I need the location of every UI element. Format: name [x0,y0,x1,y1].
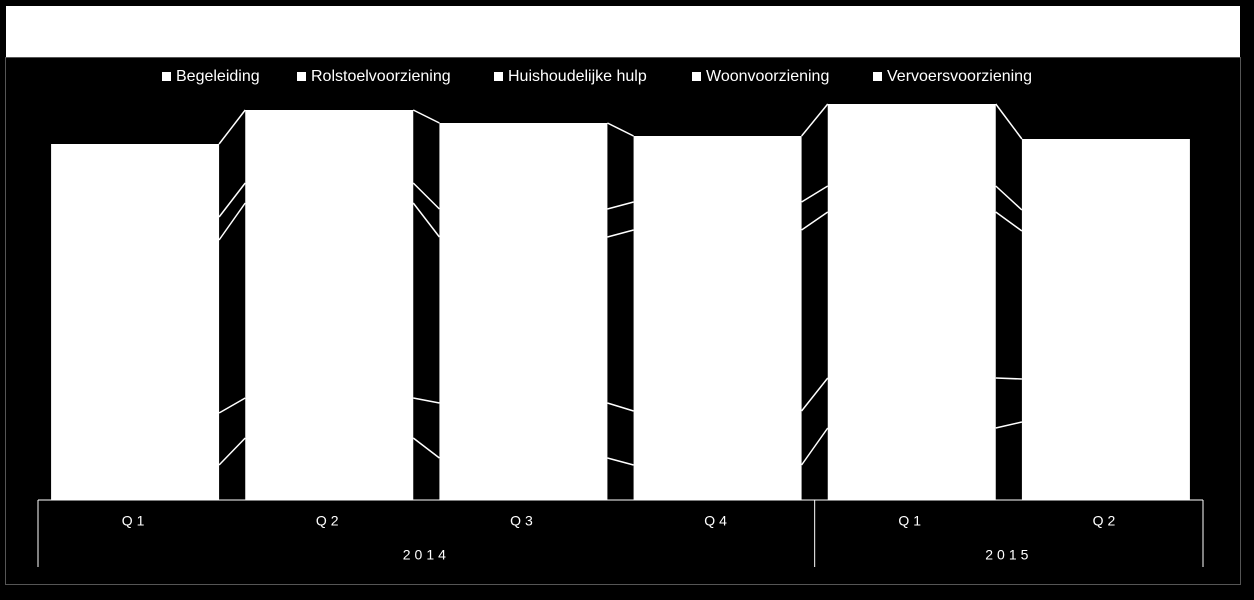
series-line [607,229,634,238]
bar-segment [633,465,802,500]
series-line [995,185,1023,211]
bar-segment [245,398,414,438]
series-line [607,122,634,137]
x-tick-label: Q1 [122,513,149,529]
bar-segment [1021,139,1190,210]
legend-swatch [162,72,171,81]
series-line [412,202,441,238]
bar-segment [827,378,996,428]
legend-swatch [692,72,701,81]
series-line [995,103,1023,140]
series-line [800,377,829,412]
bar-segment [439,123,608,209]
bar-segment [439,403,608,458]
group-label: 2014 [403,547,450,563]
bar-segment [51,413,220,465]
bar-segment [633,230,802,411]
series-line [607,457,634,466]
bar-segment [439,458,608,500]
header-panel [6,6,1240,57]
bar-segment [1021,231,1190,379]
bar-segment [827,428,996,500]
series-line [995,377,1022,380]
bar-segment [51,217,220,240]
bar-segment [245,183,414,203]
series-line [607,201,634,210]
series-line [995,421,1023,429]
series-line [412,437,440,459]
series-line [995,211,1023,232]
legend-label: Rolstoelvoorziening [311,68,451,85]
bar-segment [51,144,220,217]
bar-segment [1021,422,1190,500]
bar-segment [51,465,220,500]
x-tick-label: Q4 [704,513,731,529]
x-tick-label: Q2 [316,513,343,529]
series-line [218,109,246,145]
series-line [218,397,246,414]
legend-swatch [297,72,306,81]
bar-segment [1021,379,1190,422]
bar-segment [245,110,414,183]
series-line [218,437,246,466]
bar-segment [633,411,802,465]
series-line [218,202,246,241]
legend-swatch [873,72,882,81]
group-label: 2015 [985,547,1032,563]
x-tick-label: Q2 [1093,513,1120,529]
legend-swatch [494,72,503,81]
bar-segment [439,237,608,403]
bar-segment [633,136,802,202]
legend-label: Vervoersvoorziening [887,68,1032,85]
legend-label: Woonvoorziening [706,68,829,85]
series-line [801,185,829,203]
series-line [218,182,246,218]
bar-segment [245,438,414,500]
x-tick-label: Q1 [898,513,925,529]
series-line [413,397,440,404]
bar-segment [827,186,996,212]
series-line [801,211,829,231]
legend-label: Huishoudelijke hulp [508,68,647,85]
legend-label: Begeleiding [176,68,260,85]
bar-segment [827,212,996,378]
bar-segment [245,203,414,398]
bar-segment [827,104,996,186]
bar-segment [439,209,608,237]
x-tick-label: Q3 [510,513,537,529]
plot-frame [5,57,1241,585]
bar-segment [1021,210,1190,231]
series-line [412,182,440,210]
series-line [800,427,829,466]
bar-segment [51,240,220,413]
series-line [412,109,440,124]
series-line [801,103,829,137]
series-line [607,402,634,412]
bar-segment [633,202,802,230]
